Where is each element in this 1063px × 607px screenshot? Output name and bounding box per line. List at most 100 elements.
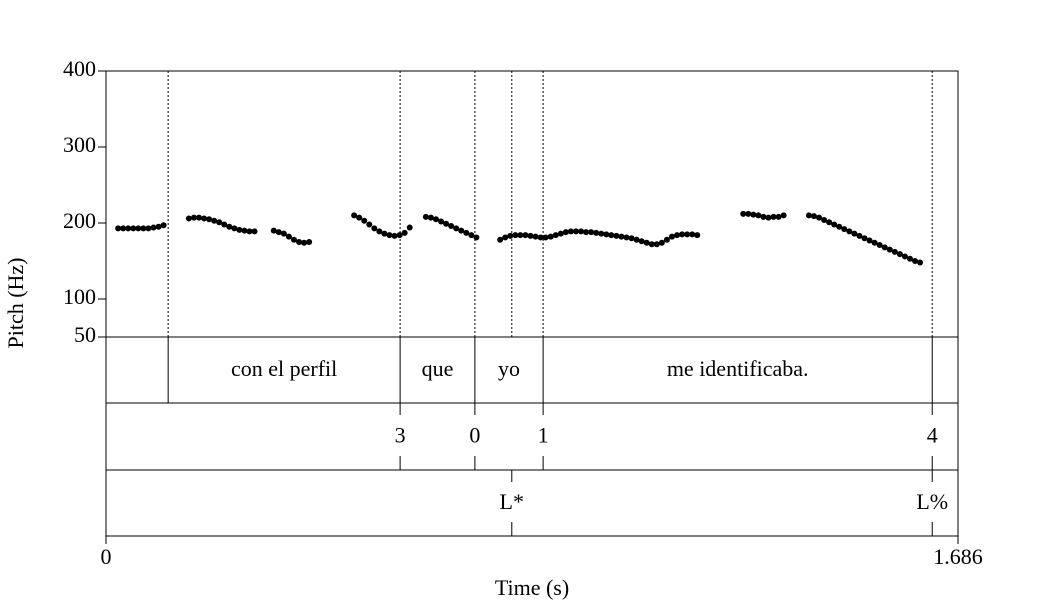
interval-label: me identificaba. <box>667 356 809 381</box>
pitch-point <box>552 232 559 239</box>
pitch-point <box>588 229 595 236</box>
pitch-point <box>912 258 919 264</box>
point-label: 1 <box>538 423 549 448</box>
pitch-point <box>422 213 429 220</box>
pitch-point <box>406 224 413 231</box>
y-tick-label: 200 <box>63 208 96 233</box>
pitch-point <box>361 217 368 224</box>
pitch-point <box>780 212 787 219</box>
pitch-point <box>507 232 514 239</box>
pitch-point <box>805 212 812 219</box>
pitch-point <box>135 225 142 232</box>
pitch-point <box>770 213 777 220</box>
pitch-point <box>760 213 767 220</box>
pitch-point <box>458 227 465 234</box>
pitch-point <box>643 239 650 246</box>
pitch-point <box>351 212 358 219</box>
pitch-point <box>527 232 534 239</box>
pitch-point <box>356 214 363 221</box>
pitch-point <box>517 232 524 239</box>
pitch-point <box>891 248 898 255</box>
pitch-point <box>648 241 655 248</box>
pitch-point <box>366 221 373 228</box>
y-tick-label: 300 <box>63 132 96 157</box>
pitch-point <box>301 239 308 246</box>
pitch-point <box>876 242 883 249</box>
pitch-point <box>826 219 833 226</box>
pitch-point <box>241 227 248 234</box>
point-label: 0 <box>469 423 480 448</box>
pitch-point <box>145 225 152 232</box>
pitch-point <box>216 219 223 226</box>
pitch-point <box>557 230 564 237</box>
pitch-point <box>821 216 828 223</box>
pitch-point <box>740 210 747 217</box>
y-tick-label: 400 <box>63 56 96 81</box>
pitch-point <box>896 251 903 258</box>
pitch-point <box>608 232 615 239</box>
pitch-point <box>831 221 838 228</box>
pitch-point <box>231 225 238 232</box>
pitch-point <box>578 228 585 235</box>
y-tick-label: 50 <box>74 322 96 347</box>
pitch-point <box>391 232 398 239</box>
pitch-point <box>275 229 282 236</box>
pitch-point <box>810 213 817 220</box>
pitch-point <box>658 239 665 246</box>
point-label: L% <box>916 489 948 514</box>
pitch-point <box>453 225 460 232</box>
pitch-point <box>866 237 873 244</box>
pitch-point <box>689 231 696 238</box>
pitch-point <box>674 232 681 239</box>
pitch-point <box>745 210 752 217</box>
plot-frame <box>105 70 959 537</box>
pitch-point <box>246 228 253 235</box>
pitch-point <box>427 214 434 221</box>
pitch-point <box>155 223 162 230</box>
pitch-point <box>532 233 539 240</box>
pitch-point <box>270 227 277 234</box>
interval-label: con el perfil <box>231 356 337 381</box>
pitch-point <box>562 229 569 236</box>
pitch-point <box>628 235 635 242</box>
pitch-point <box>603 231 610 238</box>
pitch-point <box>120 225 127 232</box>
pitch-point <box>381 230 388 237</box>
pitch-point <box>376 228 383 235</box>
pitch-point <box>598 230 605 237</box>
pitch-point <box>583 229 590 236</box>
interval-label: que <box>422 356 454 381</box>
pitch-point <box>613 232 620 239</box>
pitch-point <box>285 233 292 240</box>
pitch-point <box>856 232 863 239</box>
pitch-point <box>448 223 455 230</box>
pitch-point <box>150 224 157 231</box>
pitch-point <box>755 212 762 219</box>
x-tick-label: 0 <box>101 544 112 569</box>
pitch-point <box>502 234 509 241</box>
pitch-point <box>201 215 208 222</box>
pitch-point <box>663 236 670 243</box>
pitch-point <box>125 225 132 232</box>
x-axis-label: Time (s) <box>495 575 569 600</box>
pitch-point <box>497 236 504 243</box>
pitch-point <box>251 228 258 235</box>
pitch-point <box>190 214 197 221</box>
pitch-point <box>861 235 868 242</box>
pitch-point <box>906 255 913 262</box>
pitch-point <box>280 230 287 237</box>
pitch-point <box>463 229 470 236</box>
pitch-point <box>593 229 600 236</box>
point-label: L* <box>500 489 524 514</box>
pitch-point <box>694 232 701 239</box>
pitch-point <box>473 234 480 241</box>
pitch-point <box>623 234 630 241</box>
x-tick-label: 1.686 <box>933 544 983 569</box>
pitch-point <box>468 232 475 239</box>
pitch-point <box>750 211 757 218</box>
pitch-point <box>371 225 378 232</box>
pitch-point <box>633 236 640 243</box>
pitch-point <box>130 225 137 232</box>
pitch-point <box>206 216 213 223</box>
